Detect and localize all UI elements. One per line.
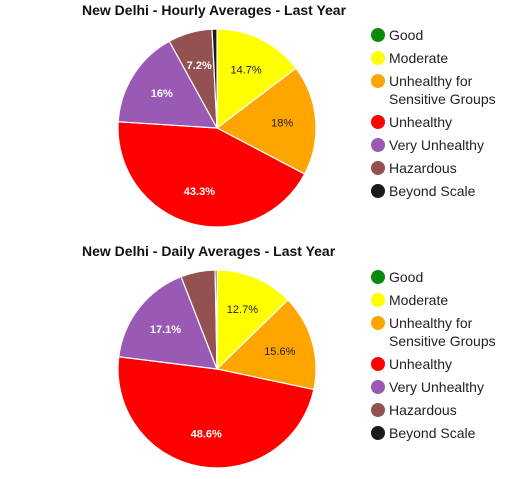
hourly-legend-label-hazardous: Hazardous — [389, 160, 457, 176]
daily-legend: Good Moderate Unhealthy for Sensitive Group… — [369, 268, 511, 447]
hourly-legend-swatch-beyond-scale — [371, 184, 385, 198]
daily-legend-label-unhealthy: Unhealthy — [389, 356, 453, 372]
daily-legend-swatch-unhealthy — [371, 357, 385, 371]
hourly-legend-label-unhealthy: Unhealthy — [389, 114, 453, 130]
hourly-chart-panel: New Delhi - Hourly Averages - Last Year … — [0, 0, 515, 237]
hourly-legend-item-unhealthy-for-sensitive-groups[interactable]: Unhealthy for Sensitive Groups — [369, 72, 511, 108]
daily-chart-panel: New Delhi - Daily Averages - Last Year 1… — [0, 242, 515, 479]
hourly-legend-label-unhealthy-for-sensitive-groups-line2: Sensitive Groups — [389, 91, 496, 107]
daily-legend-label-moderate: Moderate — [389, 292, 449, 308]
daily-legend-swatch-beyond-scale — [371, 426, 385, 440]
hourly-pie-chart: 14.7% 18% 43.3% 16% 7.2% — [117, 28, 317, 228]
daily-legend-item-moderate[interactable]: Moderate — [369, 291, 511, 309]
daily-legend-swatch-very-unhealthy — [371, 380, 385, 394]
daily-legend-swatch-hazardous — [371, 403, 385, 417]
hourly-legend-label-very-unhealthy: Very Unhealthy — [389, 137, 484, 153]
hourly-legend-swatch-hazardous — [371, 161, 385, 175]
hourly-slice-label-unhealthy: 43.3% — [184, 186, 215, 198]
daily-legend-swatch-good — [371, 270, 385, 284]
hourly-slice-label-unhealthy-for-sensitive-groups: 18% — [271, 118, 293, 130]
hourly-legend-swatch-unhealthy — [371, 115, 385, 129]
daily-legend-label-unhealthy-for-sensitive-groups-line2: Sensitive Groups — [389, 333, 496, 349]
hourly-legend-label-unhealthy-for-sensitive-groups: Unhealthy for — [389, 73, 473, 89]
daily-slice-very-unhealthy[interactable] — [118, 275, 218, 370]
daily-legend-swatch-moderate — [371, 293, 385, 307]
daily-legend-label-hazardous: Hazardous — [389, 402, 457, 418]
hourly-slice-label-very-unhealthy: 16% — [151, 88, 173, 100]
daily-legend-swatch-unhealthy-for-sensitive-groups — [371, 316, 385, 330]
daily-pie-chart: 12.7% 15.6% 48.6% 17.1% — [117, 269, 317, 469]
hourly-legend: Good Moderate Unhealthy for Sensitive Group… — [369, 26, 511, 205]
daily-slice-beyond-scale[interactable] — [214, 269, 218, 370]
hourly-legend-swatch-moderate — [371, 51, 385, 65]
daily-legend-item-very-unhealthy[interactable]: Very Unhealthy — [369, 378, 511, 396]
daily-legend-item-unhealthy[interactable]: Unhealthy — [369, 355, 511, 373]
hourly-slice-label-moderate: 14.7% — [230, 65, 261, 77]
hourly-legend-item-unhealthy[interactable]: Unhealthy — [369, 113, 511, 131]
hourly-slice-moderate[interactable] — [216, 28, 297, 130]
daily-legend-item-beyond-scale[interactable]: Beyond Scale — [369, 424, 511, 442]
hourly-slice-unhealthy[interactable] — [117, 121, 306, 228]
hourly-legend-item-very-unhealthy[interactable]: Very Unhealthy — [369, 136, 511, 154]
hourly-legend-item-good[interactable]: Good — [369, 26, 511, 44]
daily-legend-item-good[interactable]: Good — [369, 268, 511, 286]
daily-legend-label-very-unhealthy: Very Unhealthy — [389, 379, 484, 395]
daily-legend-label-good: Good — [389, 269, 424, 285]
daily-slice-moderate[interactable] — [216, 269, 289, 371]
hourly-legend-item-hazardous[interactable]: Hazardous — [369, 159, 511, 177]
daily-legend-item-hazardous[interactable]: Hazardous — [369, 401, 511, 419]
daily-slice-label-unhealthy-for-sensitive-groups: 15.6% — [264, 346, 295, 358]
hourly-legend-item-moderate[interactable]: Moderate — [369, 49, 511, 67]
hourly-slice-label-hazardous: 7.2% — [187, 60, 212, 72]
hourly-slice-beyond-scale[interactable] — [211, 28, 218, 129]
daily-legend-item-unhealthy-for-sensitive-groups[interactable]: Unhealthy for Sensitive Groups — [369, 314, 511, 350]
daily-slice-label-moderate: 12.7% — [227, 304, 258, 316]
daily-slice-label-very-unhealthy: 17.1% — [150, 324, 181, 336]
daily-legend-label-unhealthy-for-sensitive-groups: Unhealthy for — [389, 315, 473, 331]
hourly-legend-label-beyond-scale: Beyond Scale — [389, 183, 476, 199]
daily-legend-label-beyond-scale: Beyond Scale — [389, 425, 476, 441]
hourly-legend-swatch-good — [371, 28, 385, 42]
hourly-slice-unhealthy-for-sensitive-groups[interactable] — [215, 67, 317, 175]
hourly-legend-swatch-unhealthy-for-sensitive-groups — [371, 74, 385, 88]
daily-slice-unhealthy[interactable] — [117, 356, 315, 469]
daily-chart-title: New Delhi - Daily Averages - Last Year — [82, 243, 336, 259]
daily-slice-unhealthy-for-sensitive-groups[interactable] — [215, 299, 317, 391]
hourly-legend-label-good: Good — [389, 27, 424, 43]
hourly-legend-swatch-very-unhealthy — [371, 138, 385, 152]
hourly-chart-title: New Delhi - Hourly Averages - Last Year — [82, 2, 347, 18]
hourly-legend-label-moderate: Moderate — [389, 50, 449, 66]
hourly-slice-very-unhealthy[interactable] — [117, 40, 219, 129]
daily-slice-label-unhealthy: 48.6% — [191, 428, 222, 440]
hourly-legend-item-beyond-scale[interactable]: Beyond Scale — [369, 182, 511, 200]
